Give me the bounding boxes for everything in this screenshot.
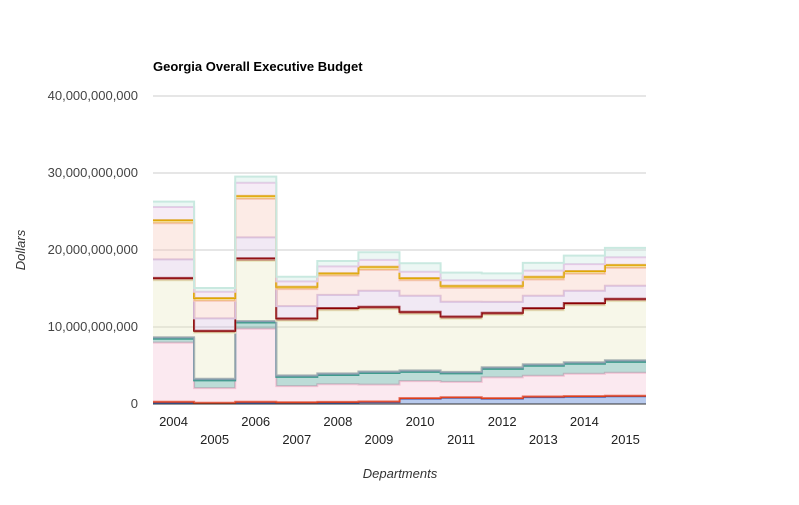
x-axis-ticks: 2004 2005 2006 2007 2008 2009 2010 2011 2012 2013… [159, 414, 640, 447]
y-axis-label: Dollars [13, 229, 28, 270]
x-tick-label: 2010 [406, 414, 435, 429]
x-tick-label: 2015 [611, 432, 640, 447]
x-tick-label: 2011 [447, 432, 475, 447]
y-tick-label: 30,000,000,000 [48, 165, 138, 180]
series-area [153, 182, 646, 298]
x-tick-label: 2014 [570, 414, 599, 429]
y-tick-label: 0 [131, 396, 138, 411]
series-area [153, 195, 646, 301]
series-area [153, 176, 646, 292]
x-tick-label: 2004 [159, 414, 188, 429]
x-tick-label: 2006 [241, 414, 270, 429]
x-tick-label: 2005 [200, 432, 229, 447]
y-tick-label: 20,000,000,000 [48, 242, 138, 257]
series-area [153, 258, 646, 333]
chart-title: Georgia Overall Executive Budget [153, 59, 363, 74]
y-tick-label: 40,000,000,000 [48, 88, 138, 103]
x-tick-label: 2008 [323, 414, 352, 429]
series-area [153, 322, 646, 389]
x-tick-label: 2007 [282, 432, 311, 447]
series-area [153, 237, 646, 331]
series-line [153, 394, 646, 404]
y-axis-ticks: 0 10,000,000,000 20,000,000,000 30,000,000,… [48, 88, 138, 411]
x-tick-label: 2009 [364, 432, 393, 447]
x-tick-label: 2012 [488, 414, 517, 429]
y-tick-label: 10,000,000,000 [48, 319, 138, 334]
x-tick-label: 2013 [529, 432, 558, 447]
series-line [153, 175, 646, 289]
series-layer [153, 175, 646, 405]
x-axis-label: Departments [363, 466, 438, 481]
